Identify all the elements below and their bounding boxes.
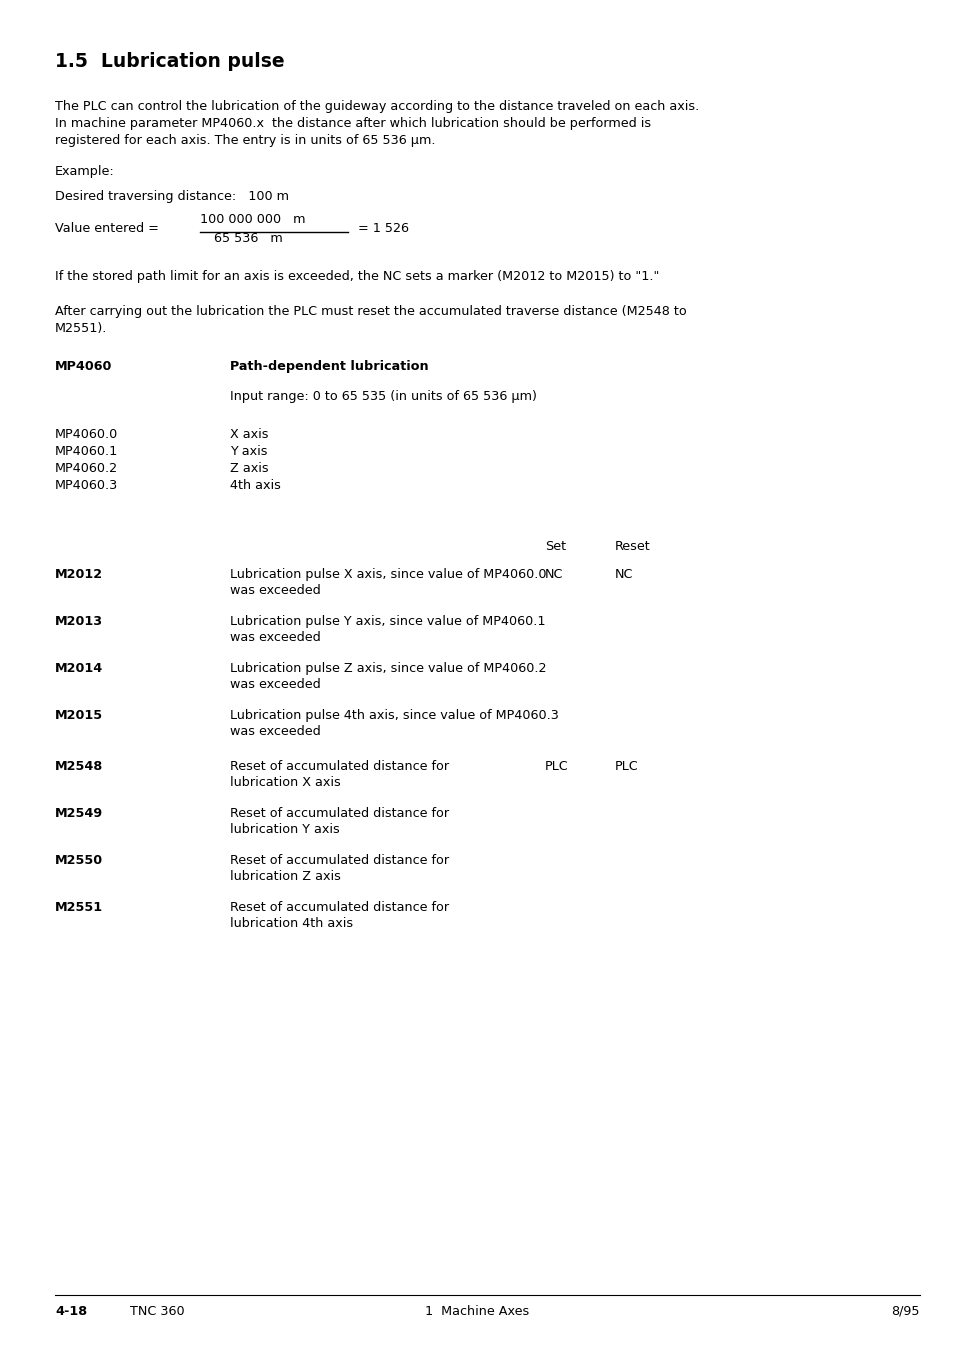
- Text: Lubrication pulse 4th axis, since value of MP4060.3: Lubrication pulse 4th axis, since value …: [230, 709, 558, 721]
- Text: Lubrication pulse X axis, since value of MP4060.0: Lubrication pulse X axis, since value of…: [230, 568, 546, 581]
- Text: TNC 360: TNC 360: [130, 1306, 185, 1318]
- Text: Y axis: Y axis: [230, 446, 267, 458]
- Text: M2549: M2549: [55, 808, 103, 820]
- Text: MP4060.2: MP4060.2: [55, 462, 118, 475]
- Text: Reset of accumulated distance for: Reset of accumulated distance for: [230, 808, 449, 820]
- Text: Path-dependent lubrication: Path-dependent lubrication: [230, 359, 428, 373]
- Text: Reset: Reset: [615, 540, 650, 553]
- Text: 8/95: 8/95: [890, 1306, 919, 1318]
- Text: If the stored path limit for an axis is exceeded, the NC sets a marker (M2012 to: If the stored path limit for an axis is …: [55, 271, 659, 283]
- Text: NC: NC: [544, 568, 563, 581]
- Text: = 1 526: = 1 526: [357, 222, 409, 236]
- Text: Example:: Example:: [55, 166, 114, 178]
- Text: Desired traversing distance:   100 m: Desired traversing distance: 100 m: [55, 190, 289, 203]
- Text: Z axis: Z axis: [230, 462, 269, 475]
- Text: was exceeded: was exceeded: [230, 631, 320, 643]
- Text: After carrying out the lubrication the PLC must reset the accumulated traverse d: After carrying out the lubrication the P…: [55, 306, 686, 318]
- Text: 100 000 000   m: 100 000 000 m: [200, 213, 305, 226]
- Text: M2015: M2015: [55, 709, 103, 721]
- Text: registered for each axis. The entry is in units of 65 536 μm.: registered for each axis. The entry is i…: [55, 135, 435, 147]
- Text: PLC: PLC: [615, 760, 639, 773]
- Text: M2014: M2014: [55, 662, 103, 674]
- Text: 4th axis: 4th axis: [230, 479, 280, 493]
- Text: MP4060.1: MP4060.1: [55, 446, 118, 458]
- Text: 4-18: 4-18: [55, 1306, 87, 1318]
- Text: Reset of accumulated distance for: Reset of accumulated distance for: [230, 760, 449, 773]
- Text: Reset of accumulated distance for: Reset of accumulated distance for: [230, 900, 449, 914]
- Text: was exceeded: was exceeded: [230, 584, 320, 598]
- Text: 1.5  Lubrication pulse: 1.5 Lubrication pulse: [55, 52, 284, 71]
- Text: Value entered =: Value entered =: [55, 222, 163, 236]
- Text: was exceeded: was exceeded: [230, 725, 320, 738]
- Text: The PLC can control the lubrication of the guideway according to the distance tr: The PLC can control the lubrication of t…: [55, 100, 699, 113]
- Text: X axis: X axis: [230, 428, 268, 441]
- Text: M2550: M2550: [55, 853, 103, 867]
- Text: lubrication Y axis: lubrication Y axis: [230, 822, 339, 836]
- Text: MP4060.3: MP4060.3: [55, 479, 118, 493]
- Text: 65 536   m: 65 536 m: [213, 232, 282, 245]
- Text: Input range: 0 to 65 535 (in units of 65 536 μm): Input range: 0 to 65 535 (in units of 65…: [230, 390, 537, 402]
- Text: M2551: M2551: [55, 900, 103, 914]
- Text: Set: Set: [544, 540, 565, 553]
- Text: NC: NC: [615, 568, 633, 581]
- Text: lubrication X axis: lubrication X axis: [230, 777, 340, 789]
- Text: lubrication 4th axis: lubrication 4th axis: [230, 917, 353, 930]
- Text: M2548: M2548: [55, 760, 103, 773]
- Text: M2012: M2012: [55, 568, 103, 581]
- Text: M2551).: M2551).: [55, 322, 108, 335]
- Text: was exceeded: was exceeded: [230, 678, 320, 690]
- Text: 1  Machine Axes: 1 Machine Axes: [424, 1306, 529, 1318]
- Text: PLC: PLC: [544, 760, 568, 773]
- Text: In machine parameter MP4060.x  the distance after which lubrication should be pe: In machine parameter MP4060.x the distan…: [55, 117, 651, 131]
- Text: MP4060.0: MP4060.0: [55, 428, 118, 441]
- Text: Lubrication pulse Y axis, since value of MP4060.1: Lubrication pulse Y axis, since value of…: [230, 615, 545, 629]
- Text: Lubrication pulse Z axis, since value of MP4060.2: Lubrication pulse Z axis, since value of…: [230, 662, 546, 674]
- Text: M2013: M2013: [55, 615, 103, 629]
- Text: MP4060: MP4060: [55, 359, 112, 373]
- Text: Reset of accumulated distance for: Reset of accumulated distance for: [230, 853, 449, 867]
- Text: lubrication Z axis: lubrication Z axis: [230, 870, 340, 883]
